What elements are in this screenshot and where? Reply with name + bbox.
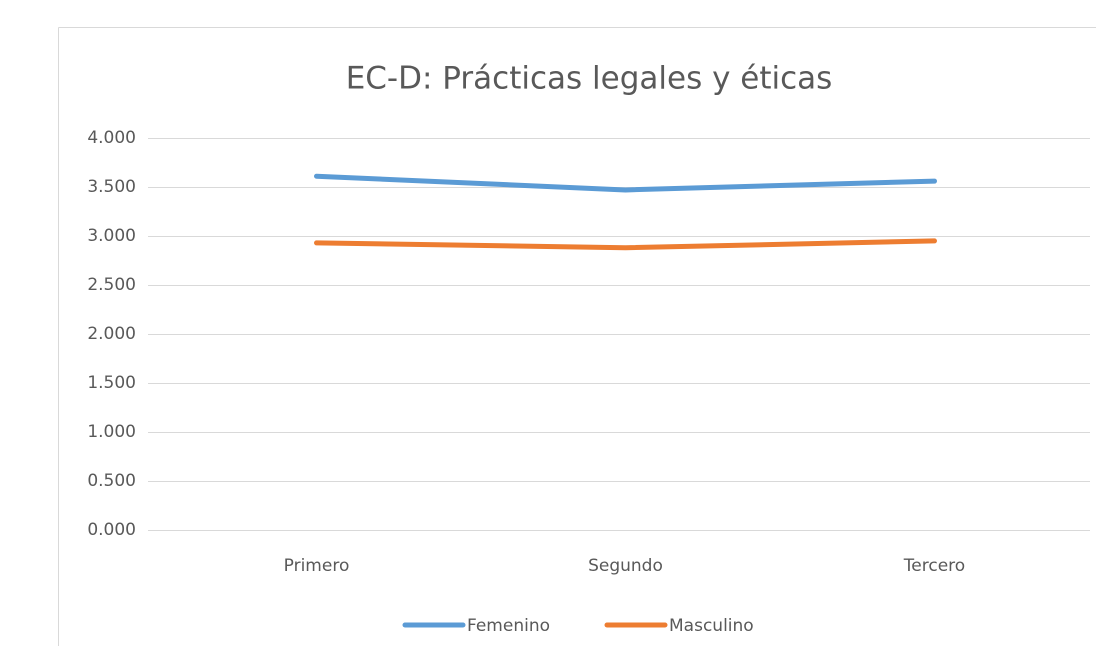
x-tick-label: Segundo <box>588 556 663 576</box>
legend-label: Masculino <box>669 616 754 636</box>
x-tick-label: Tercero <box>903 556 965 576</box>
legend-label: Femenino <box>467 616 550 636</box>
series-line <box>314 173 937 193</box>
y-tick-label: 2.500 <box>87 275 136 295</box>
y-tick-label: 1.500 <box>87 373 136 393</box>
y-tick-label: 0.000 <box>87 520 136 540</box>
y-tick-label: 2.000 <box>87 324 136 344</box>
series-line <box>314 238 937 251</box>
y-tick-label: 4.000 <box>87 128 136 148</box>
y-tick-label: 1.000 <box>87 422 136 442</box>
x-tick-label: Primero <box>284 556 350 576</box>
y-tick-label: 3.500 <box>87 177 136 197</box>
y-tick-label: 0.500 <box>87 471 136 491</box>
y-tick-label: 3.000 <box>87 226 136 246</box>
chart-title: EC-D: Prácticas legales y éticas <box>346 61 833 97</box>
